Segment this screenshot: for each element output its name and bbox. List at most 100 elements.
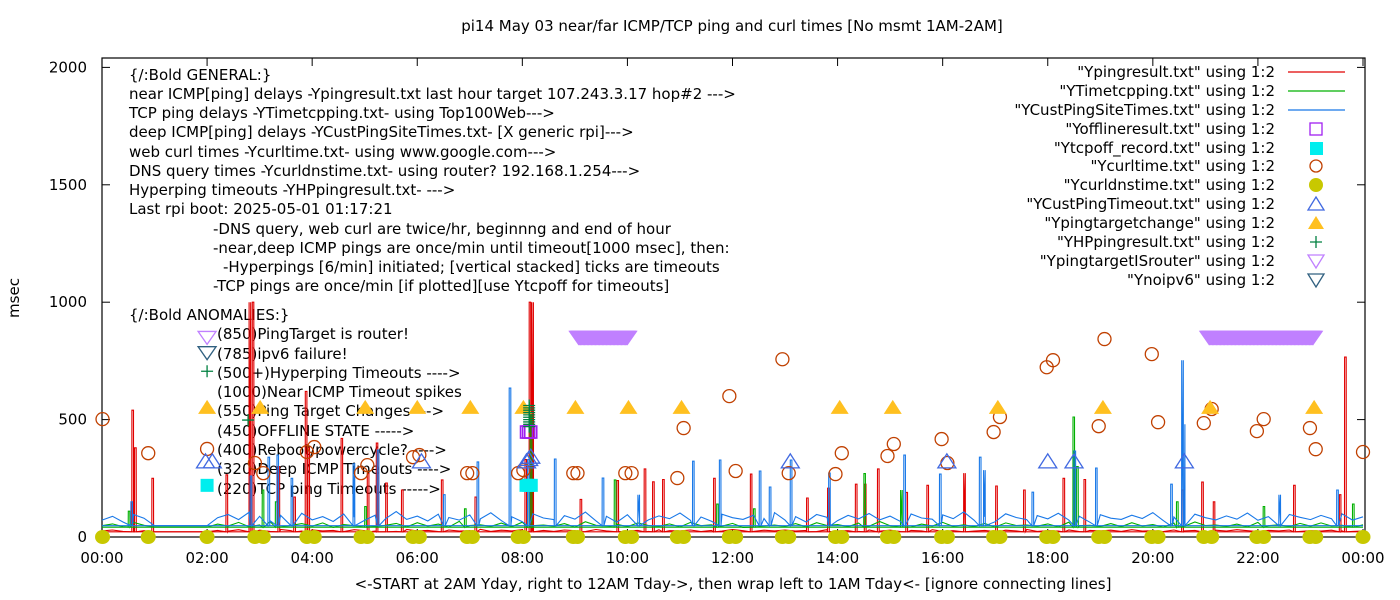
data-point-ypingtargetisrouter using 1:2	[1302, 330, 1324, 346]
legend-swatch-filled-triangle-up-icon	[1308, 216, 1324, 229]
data-point-ycurltime	[1308, 442, 1323, 457]
data-point-ycurltime	[141, 446, 156, 461]
data-point-ycurldnstime	[515, 530, 531, 544]
legend-swatch-open-circle-icon	[1309, 159, 1323, 173]
annotation-general-line: DNS query times -Ycurldnstime.txt- using…	[129, 162, 640, 180]
annotation-general-line: deep ICMP[ping] delays -YCustPingSiteTim…	[129, 123, 634, 141]
data-point-ycurldnstime	[1150, 530, 1166, 544]
plot-series	[95, 301, 1371, 544]
data-point-ycurldnstime	[728, 530, 744, 544]
data-point-ypingtargetisrouter using 1:2	[617, 330, 638, 346]
x-tick-label: 14:00	[816, 549, 859, 567]
x-tick-label: 16:00	[921, 549, 964, 567]
legend-swatch-open-square-icon	[1309, 122, 1323, 136]
data-point-ycurldnstime	[411, 530, 427, 544]
data-point-ycurldnstime	[992, 530, 1008, 544]
data-point-ycurltime	[1196, 415, 1211, 431]
data-point-ypingtargetchange using 1:2	[1093, 399, 1112, 414]
x-tick-label: 00:00	[1341, 549, 1384, 567]
data-point-ycurldnstime	[199, 530, 215, 544]
legend-item: "YHPpingresult.txt" using 1:2	[1057, 233, 1322, 251]
data-point-ycurltime	[1355, 444, 1371, 460]
data-point-ycurltime	[570, 465, 585, 481]
legend-label: "YpingtargetISrouter" using 1:2	[1040, 252, 1275, 270]
annotation-anomaly-line: (850)PingTarget is router!	[217, 325, 409, 343]
data-point-ycurldnstime	[140, 530, 156, 544]
legend-swatch-plus-icon	[1310, 236, 1322, 248]
data-point-ycurldnstime	[1308, 530, 1324, 544]
annotation-general-line: web curl times -Ycurltime.txt- using www…	[129, 143, 556, 161]
data-point-ytcpoff_record	[200, 478, 214, 492]
data-point-ycurltime	[722, 388, 737, 404]
data-point-ypingtargetchange using 1:2	[1201, 399, 1220, 414]
x-tick-label: 20:00	[1131, 549, 1174, 567]
annotation-general-heading: {/:Bold GENERAL:}	[129, 66, 271, 84]
legend-label: "YHPpingresult.txt" using 1:2	[1057, 233, 1275, 251]
legend-item: "YpingtargetISrouter" using 1:2	[1040, 252, 1326, 270]
data-point-ypingtargetchange using 1:2	[356, 399, 375, 414]
legend-label: "Yofflineresult.txt" using 1:2	[1065, 120, 1275, 138]
data-point-ypingtargetchange using 1:2	[672, 399, 691, 414]
x-tick-label: 08:00	[501, 549, 544, 567]
data-point-ycurltime	[670, 470, 685, 486]
data-point-ycurldnstime	[1045, 530, 1061, 544]
legend-item: "Ytcpoff_record.txt" using 1:2	[1054, 139, 1323, 158]
legend-swatch-open-triangle-down-icon	[1306, 254, 1326, 270]
y-tick-label: 500	[58, 411, 87, 429]
data-point-ypingtargetchange using 1:2	[251, 399, 270, 414]
data-point-ytcpoff_record	[524, 478, 538, 492]
general-annotation: {/:Bold GENERAL:} near ICMP[ping] delays…	[128, 66, 736, 498]
annotation-anomalies-heading: {/:Bold ANOMALIES:}	[129, 306, 289, 324]
chart-title: pi14 May 03 near/far ICMP/TCP ping and c…	[461, 17, 1003, 35]
annotation-general-line: TCP ping delays -YTimetcpping.txt- using…	[128, 104, 555, 122]
y-tick-label: 1500	[49, 176, 87, 194]
data-point-ycurltime	[465, 465, 480, 481]
data-point-yhppingresult	[242, 414, 255, 427]
data-point-ycurltime	[299, 444, 315, 460]
legend-swatch-filled-square-icon	[1310, 142, 1323, 155]
annotation-anomaly-line: (785)ipv6 failure!	[217, 345, 348, 363]
annotation-anomaly-line: (320)Deep ICMP Timeouts ---->	[217, 460, 451, 478]
data-point-ycurltime	[1144, 346, 1159, 362]
legend-item: "Ycurldnstime.txt" using 1:2	[1064, 176, 1323, 194]
data-point-ycurldnstime	[570, 530, 586, 544]
annotation-boot-time: Last rpi boot: 2025-05-01 01:17:21	[129, 200, 393, 218]
y-axis-label: msec	[5, 278, 23, 318]
y-tick-label: 2000	[49, 58, 87, 76]
legend-label: "YCustPingSiteTimes.txt" using 1:2	[1014, 101, 1275, 119]
data-point-ycurldnstime	[464, 530, 480, 544]
data-point-ycurltime	[1097, 331, 1112, 347]
data-point-ycurldnstime	[624, 530, 640, 544]
data-point-ycurltime	[728, 463, 743, 479]
data-point-ypingtargetchange using 1:2	[408, 399, 427, 414]
data-point-ycurltime	[886, 436, 901, 452]
data-point-ypingtargetchange using 1:2	[461, 399, 480, 414]
data-point-ycurltime	[880, 448, 895, 464]
data-point-ycurltime	[934, 431, 949, 447]
annotation-general-line: near ICMP[ping] delays -Ypingresult.txt …	[129, 85, 736, 103]
legend-item: "Ynoipv6" using 1:2	[1127, 271, 1326, 289]
data-point-ycurltime	[95, 411, 110, 427]
x-tick-label: 12:00	[711, 549, 754, 567]
x-tick-label: 04:00	[291, 549, 334, 567]
data-point-ycustpingtimeout	[1174, 452, 1195, 469]
data-point-yhppingresult	[523, 399, 536, 412]
x-tick-label: 10:00	[606, 549, 649, 567]
data-point-ycurldnstime	[939, 530, 955, 544]
data-point-ycurltime	[1302, 420, 1318, 436]
legend-label: "YCustPingTimeout.txt" using 1:2	[1026, 195, 1275, 213]
legend-label: "Ycurldnstime.txt" using 1:2	[1064, 176, 1275, 194]
annotation-general-line: Hyperping timeouts -YHPpingresult.txt- -…	[129, 181, 455, 199]
data-point-ycurldnstime	[886, 530, 902, 544]
data-point-ycurldnstime	[834, 530, 850, 544]
data-point-ycustpingtimeout	[520, 447, 541, 464]
legend-item: "YCustPingTimeout.txt" using 1:2	[1026, 195, 1326, 213]
legend-swatch-open-triangle-up-icon	[1306, 195, 1326, 211]
series-line-ycustpingsitetimes	[101, 360, 1364, 528]
annotation-anomaly-line: (1000)Near ICMP Timeout spikes	[217, 383, 462, 401]
data-point-ynoipv6 using 1:2	[196, 346, 218, 361]
annotation-anomaly-line: (550)Ping Target Changes --->	[217, 402, 444, 420]
data-point-ypingtargetchange using 1:2	[1305, 399, 1324, 414]
legend-label: "Ypingresult.txt" using 1:2	[1077, 63, 1275, 81]
